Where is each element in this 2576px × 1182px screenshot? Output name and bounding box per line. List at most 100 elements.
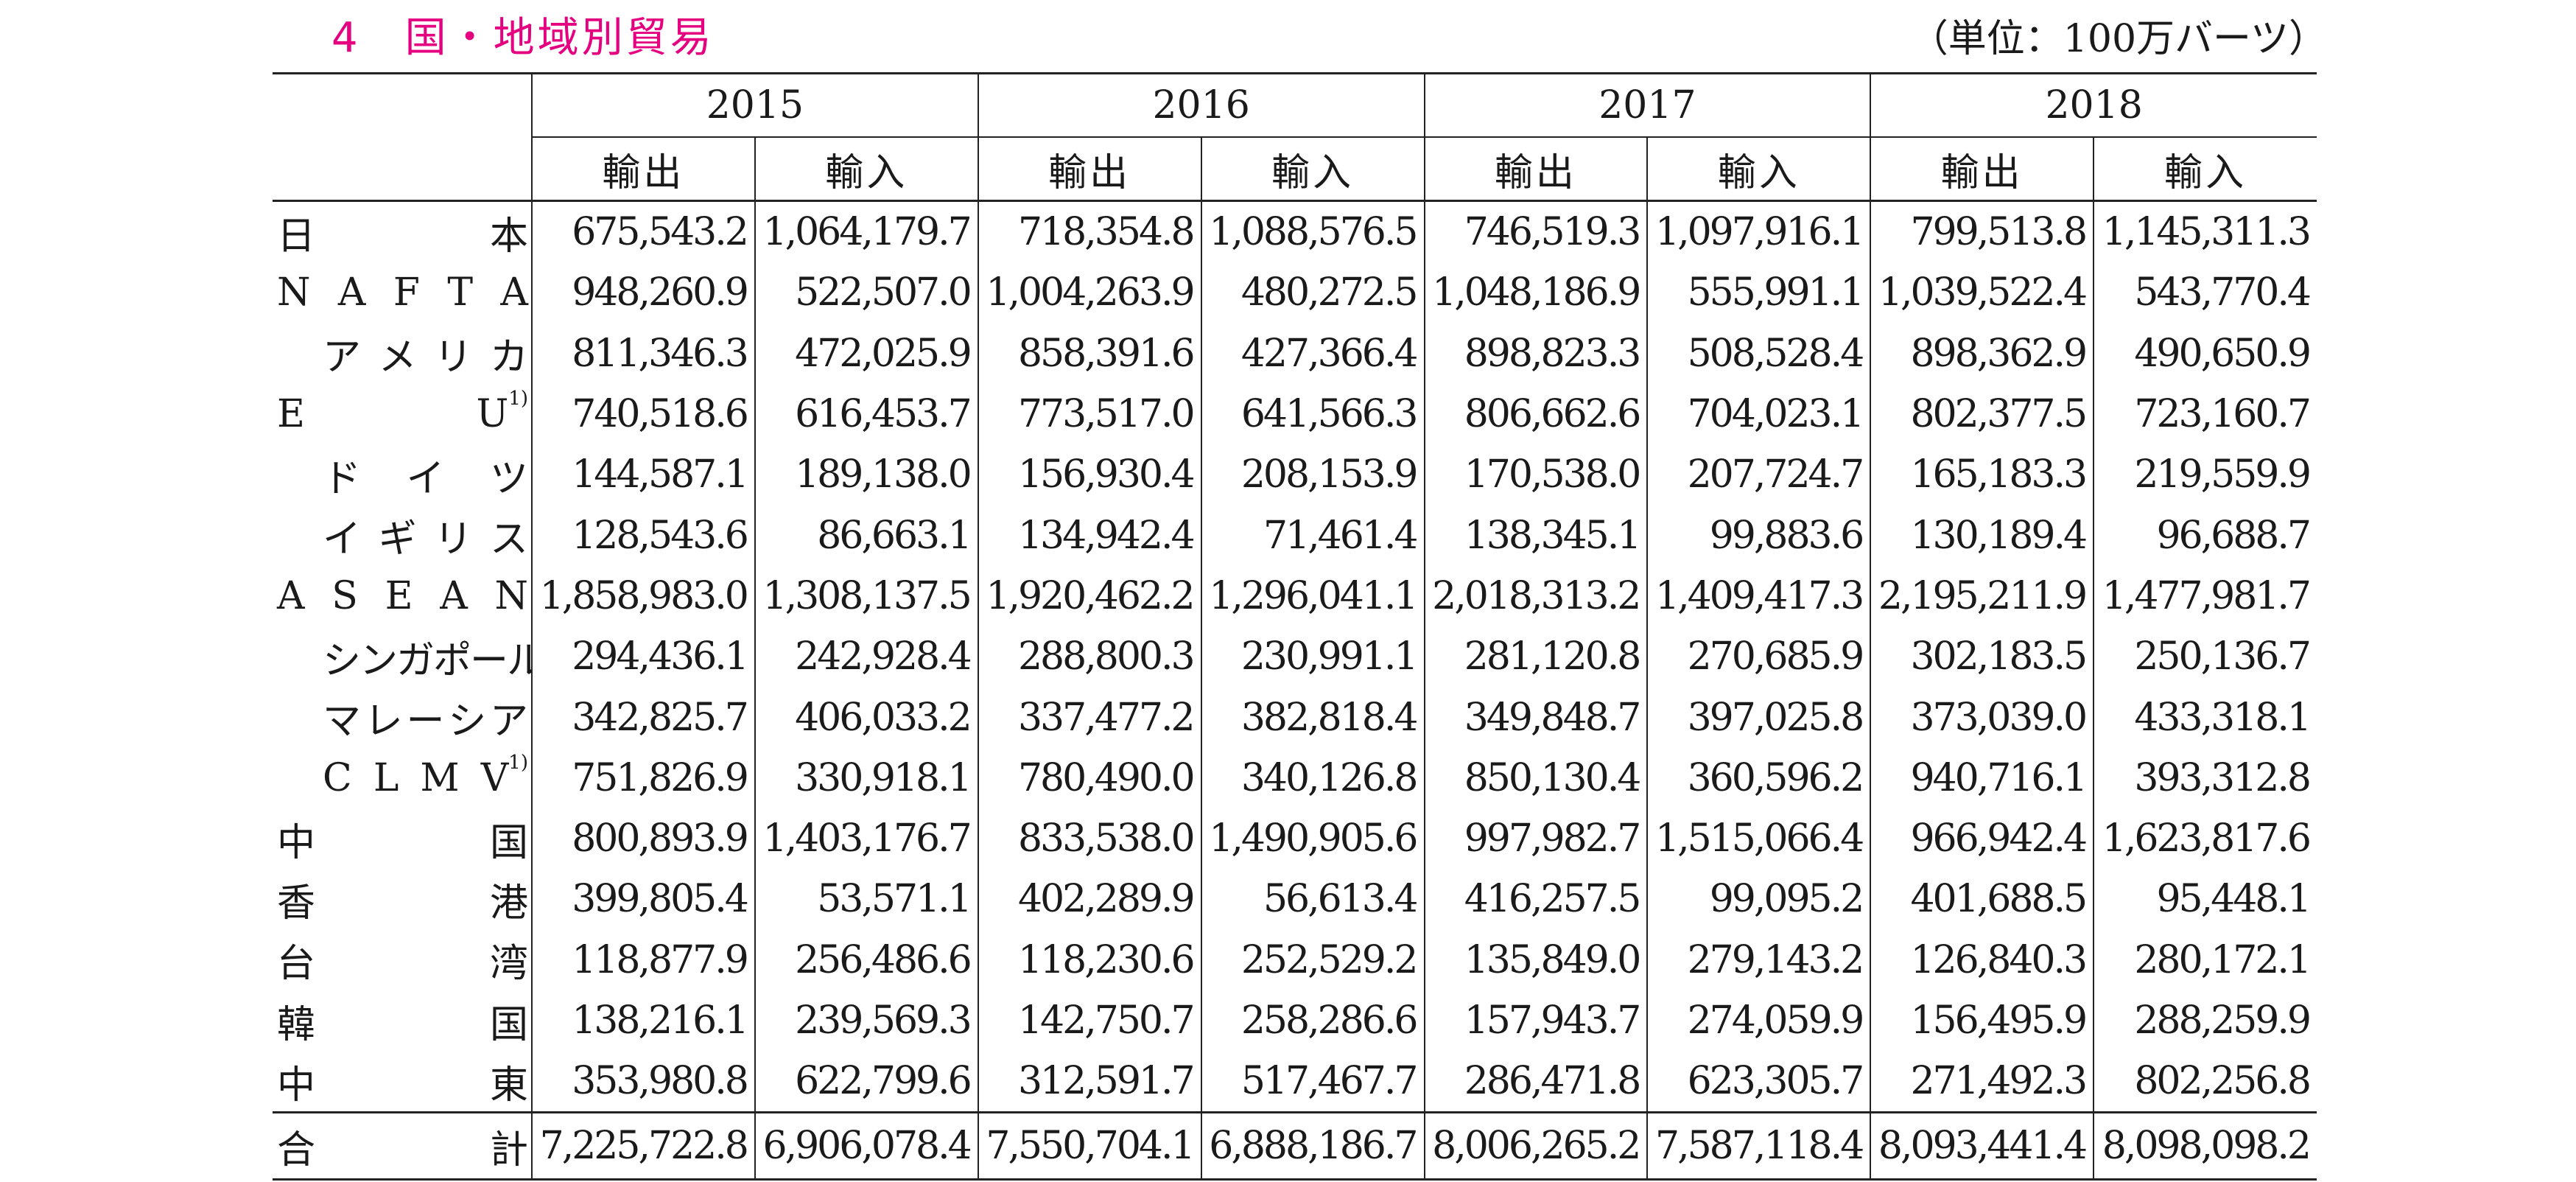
import-value-cell: 252,529.2: [1200, 929, 1425, 990]
export-value-cell: 773,517.0: [977, 383, 1201, 445]
export-value-cell: 353,980.8: [531, 1051, 755, 1113]
export-value-cell: 165,183.3: [1870, 444, 2094, 506]
label-char: ギ: [378, 517, 417, 562]
import-value-cell: 427,366.4: [1200, 323, 1425, 384]
export-value-cell: 751,826.9: [531, 747, 755, 808]
label-chars: マレーシア: [277, 690, 528, 745]
export-value-cell: 156,495.9: [1870, 990, 2094, 1052]
import-value-cell: 6,906,078.4: [754, 1111, 978, 1181]
export-value-cell: 718,354.8: [977, 200, 1201, 263]
import-value-cell: 7,587,118.4: [1646, 1111, 1871, 1181]
label-chars: 台湾: [277, 932, 528, 987]
footnote-marker: 1): [508, 388, 528, 410]
region-label: 中国: [273, 808, 532, 869]
export-value-cell: 373,039.0: [1870, 687, 2094, 748]
import-value-cell: 99,883.6: [1646, 505, 1871, 566]
region-label: E U1): [273, 384, 532, 444]
label-char: ー: [406, 699, 445, 744]
import-value-cell: 480,272.5: [1200, 262, 1425, 324]
label-char: 港: [489, 881, 528, 926]
export-value-cell: 898,823.3: [1423, 323, 1648, 384]
export-value-cell: 118,230.6: [977, 929, 1201, 990]
export-value-cell: 799,513.8: [1870, 200, 2094, 263]
table-row: シンガポール 294,436.1 242,928.4 288,800.3 230,991…: [273, 626, 2317, 688]
corner-cell: [273, 72, 532, 202]
import-value-cell: 230,991.1: [1200, 626, 1425, 688]
label-chars: アメリカ: [277, 326, 528, 381]
export-value-cell: 948,260.9: [531, 262, 755, 324]
label-char: N: [277, 270, 311, 315]
label-chars: 合計: [277, 1119, 528, 1174]
import-value-cell: 207,724.7: [1646, 444, 1871, 506]
label-char: N: [494, 573, 528, 618]
export-value-cell: 416,257.5: [1423, 869, 1648, 930]
label-char: 日: [277, 214, 316, 259]
total-label: 合計: [273, 1111, 532, 1181]
import-value-cell: 258,286.6: [1200, 990, 1425, 1052]
import-value-cell: 490,650.9: [2093, 323, 2317, 384]
import-value-cell: 340,126.8: [1200, 747, 1425, 808]
export-value-cell: 281,120.8: [1423, 626, 1648, 688]
export-value-cell: 288,800.3: [977, 626, 1201, 688]
export-value-cell: 286,471.8: [1423, 1051, 1648, 1113]
year-header: 2015: [531, 72, 978, 137]
label-char: M: [420, 755, 460, 800]
label-chars: 中国: [277, 811, 528, 867]
import-value-cell: 71,461.4: [1200, 505, 1425, 566]
export-value-cell: 349,848.7: [1423, 687, 1648, 748]
import-value-cell: 517,467.7: [1200, 1051, 1425, 1113]
export-value-cell: 800,893.9: [531, 808, 755, 870]
import-value-cell: 1,477,981.7: [2093, 565, 2317, 627]
import-value-cell: 250,136.7: [2093, 626, 2317, 688]
export-value-cell: 337,477.2: [977, 687, 1201, 748]
label-char: レ: [364, 699, 403, 744]
export-value-cell: 144,587.1: [531, 444, 755, 506]
label-char: C: [323, 755, 352, 800]
export-value-cell: 802,377.5: [1870, 383, 2094, 445]
import-value-cell: 95,448.1: [2093, 869, 2317, 930]
label-char: 台: [277, 942, 316, 987]
import-value-cell: 1,097,916.1: [1646, 200, 1871, 263]
import-value-cell: 219,559.9: [2093, 444, 2317, 506]
label-char: ア: [489, 699, 528, 744]
label-char: ド: [323, 456, 362, 501]
label-char: S: [331, 573, 358, 618]
export-value-cell: 138,216.1: [531, 990, 755, 1052]
import-value-cell: 96,688.7: [2093, 505, 2317, 566]
export-value-cell: 7,225,722.8: [531, 1111, 755, 1181]
import-value-cell: 239,569.3: [754, 990, 978, 1052]
export-value-cell: 126,840.3: [1870, 929, 2094, 990]
export-value-cell: 1,039,522.4: [1870, 262, 2094, 324]
import-value-cell: 8,098,098.2: [2093, 1111, 2317, 1181]
import-value-cell: 86,663.1: [754, 505, 978, 566]
import-value-cell: 1,490,905.6: [1200, 808, 1425, 870]
import-value-cell: 360,596.2: [1646, 747, 1871, 808]
trade-table: 2015 2016 2017 2018 輸出 輸入 輸出 輸入 輸出 輸入 輸出…: [273, 72, 2317, 1181]
label-char: V: [480, 755, 509, 800]
import-value-cell: 270,685.9: [1646, 626, 1871, 688]
import-value-cell: 623,305.7: [1646, 1051, 1871, 1113]
import-value-cell: 1,403,176.7: [754, 808, 978, 870]
import-value-cell: 1,409,417.3: [1646, 565, 1871, 627]
table-row: マレーシア 342,825.7 406,033.2 337,477.2 382,818.…: [273, 687, 2317, 748]
import-value-cell: 555,991.1: [1646, 262, 1871, 324]
import-value-cell: 704,023.1: [1646, 383, 1871, 445]
export-header: 輸出: [1423, 136, 1648, 202]
label-chars: 日本: [277, 205, 528, 260]
region-label: 中東: [273, 1051, 532, 1113]
label-char: メ: [378, 335, 417, 380]
import-value-cell: 508,528.4: [1646, 323, 1871, 384]
label-char: A: [440, 573, 468, 618]
unit-note: （単位：100万バーツ）: [1909, 17, 2327, 61]
export-value-cell: 2,018,313.2: [1423, 565, 1648, 627]
label-char: F: [393, 270, 420, 315]
label-char: A: [500, 270, 528, 315]
label-char: イ: [323, 517, 362, 562]
import-value-cell: 1,088,576.5: [1200, 200, 1425, 263]
label-char: A: [277, 573, 305, 618]
label-char: 中: [277, 820, 316, 865]
import-value-cell: 56,613.4: [1200, 869, 1425, 930]
import-header: 輸入: [1200, 136, 1425, 202]
